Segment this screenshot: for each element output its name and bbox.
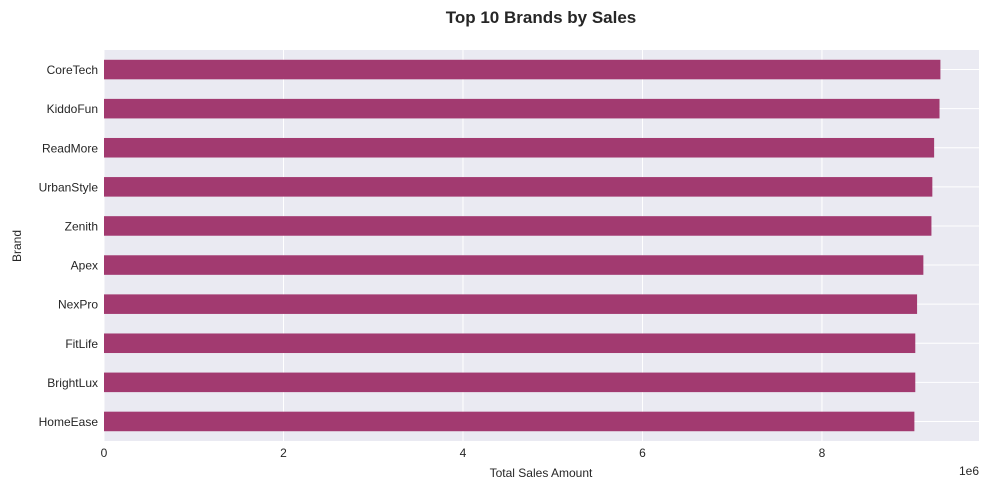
y-tick-label: ReadMore: [42, 141, 98, 155]
x-axis-label: Total Sales Amount: [490, 466, 593, 480]
y-tick-label: Apex: [71, 259, 98, 273]
y-tick-label: FitLife: [65, 337, 98, 351]
y-axis-label: Brand: [10, 230, 24, 262]
bar-urbanstyle: [104, 177, 933, 197]
bar-homeease: [104, 411, 915, 432]
x-tick-label: 6: [639, 446, 646, 460]
y-tick-label: UrbanStyle: [39, 180, 99, 194]
y-tick-labels: CoreTech KiddoFun ReadMore UrbanStyle Zenith…: [39, 63, 99, 429]
bar-nexpro: [104, 294, 918, 314]
y-tick-label: CoreTech: [47, 63, 98, 77]
x-tick-labels: 0 2 4 6 8: [101, 446, 826, 460]
bar-brightlux: [104, 372, 916, 393]
bars: [104, 59, 941, 432]
bar-fitlife: [104, 333, 916, 354]
bar-zenith: [104, 216, 932, 236]
y-tick-label: BrightLux: [47, 376, 98, 390]
x-tick-label: 2: [280, 446, 287, 460]
x-tick-label: 0: [101, 446, 108, 460]
x-axis-multiplier: 1e6: [959, 464, 979, 478]
bar-apex: [104, 255, 924, 275]
x-tick-label: 8: [819, 446, 826, 460]
y-tick-label: Zenith: [65, 219, 98, 233]
y-tick-label: KiddoFun: [47, 102, 98, 116]
x-tick-label: 4: [460, 446, 467, 460]
bar-coretech: [104, 59, 941, 80]
y-tick-label: NexPro: [58, 298, 98, 312]
bar-readmore: [104, 137, 935, 158]
bar-kiddofun: [104, 98, 940, 119]
y-tick-label: HomeEase: [39, 415, 99, 429]
chart-title: Top 10 Brands by Sales: [446, 8, 637, 27]
